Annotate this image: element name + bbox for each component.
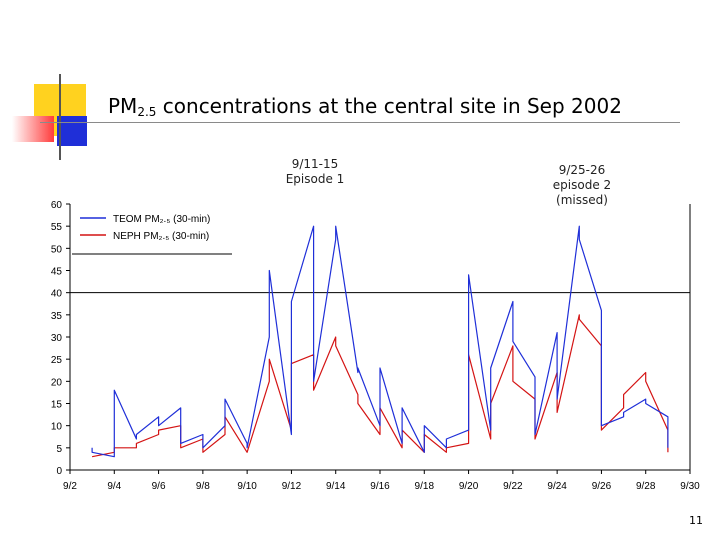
legend-label-neph: NEPH PM₂.₅ (30-min)	[113, 231, 209, 242]
x-tick-label: 9/30	[680, 481, 700, 492]
y-tick-label: 55	[51, 222, 63, 233]
title-main: PM	[108, 94, 138, 118]
episode-2-dates: 9/25-26	[558, 163, 606, 177]
x-tick-label: 9/10	[237, 481, 257, 492]
x-tick-label: 9/2	[63, 481, 77, 492]
y-tick-label: 20	[51, 377, 63, 388]
episode-2-note: (missed)	[556, 193, 608, 207]
x-tick-label: 9/12	[282, 481, 302, 492]
x-tick-label: 9/4	[107, 481, 121, 492]
y-tick-label: 40	[51, 289, 63, 300]
series-line-neph	[91, 314, 669, 458]
x-tick-label: 9/8	[196, 481, 210, 492]
deco-horizontal-line	[40, 122, 680, 123]
episode-2-label: episode 2	[552, 178, 612, 192]
legend-label-teom: TEOM PM₂.₅ (30-min)	[113, 214, 210, 225]
deco-red-block	[12, 116, 54, 142]
x-tick-label: 9/22	[503, 481, 523, 492]
y-tick-label: 5	[56, 444, 62, 455]
x-tick-label: 9/20	[459, 481, 479, 492]
x-tick-label: 9/26	[592, 481, 612, 492]
deco-blue-block	[57, 116, 87, 146]
episode-1-annotation: 9/11-15 Episode 1	[272, 157, 358, 187]
y-tick-label: 15	[51, 400, 63, 411]
deco-vertical-line	[59, 74, 61, 160]
page-number: 11	[689, 514, 703, 527]
x-tick-label: 9/14	[326, 481, 346, 492]
episode-1-dates: 9/11-15	[291, 157, 339, 171]
y-tick-label: 25	[51, 355, 63, 366]
series-line-teom	[91, 225, 669, 458]
x-tick-label: 9/18	[415, 481, 435, 492]
episode-2-annotation: 9/25-26 episode 2 (missed)	[540, 163, 624, 208]
slide-title: PM2.5 concentrations at the central site…	[108, 94, 622, 119]
y-tick-label: 50	[51, 244, 63, 255]
y-tick-label: 30	[51, 333, 63, 344]
title-rest: concentrations at the central site in Se…	[156, 94, 622, 118]
title-subscript: 2.5	[137, 105, 157, 119]
x-tick-label: 9/28	[636, 481, 656, 492]
y-tick-label: 0	[56, 466, 62, 477]
y-tick-label: 60	[51, 200, 63, 211]
y-tick-label: 45	[51, 267, 63, 278]
x-tick-label: 9/24	[547, 481, 567, 492]
y-tick-label: 35	[51, 311, 63, 322]
episode-1-label: Episode 1	[285, 172, 345, 186]
x-tick-label: 9/16	[370, 481, 390, 492]
x-tick-label: 9/6	[152, 481, 166, 492]
y-tick-label: 10	[51, 422, 63, 433]
